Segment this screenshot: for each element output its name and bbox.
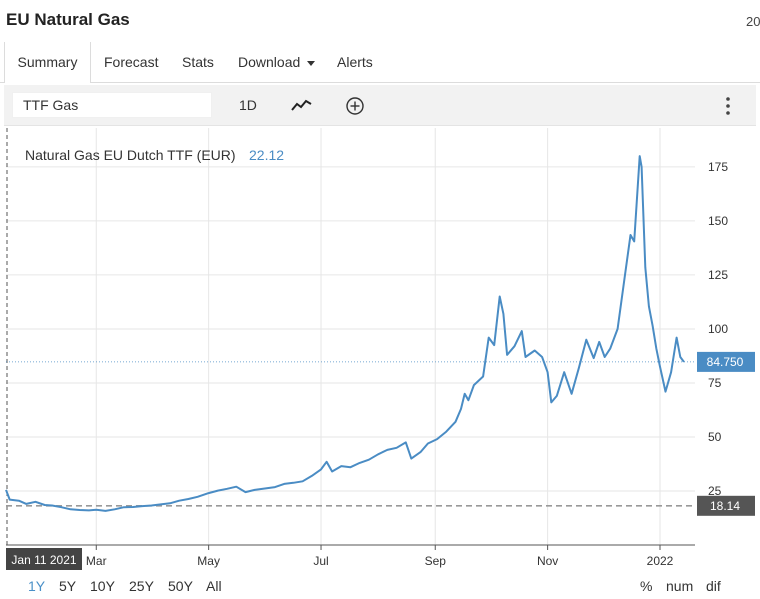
tab-alerts[interactable]: Alerts <box>337 54 373 70</box>
mode-num[interactable]: num <box>666 578 694 594</box>
chart-area: Mar May Jul Sep Nov 2022 25 50 75 100 125 150 175 N… <box>0 126 760 599</box>
y-tick-label: 75 <box>708 376 722 390</box>
grid-layer <box>6 128 695 550</box>
legend-series-value: 22.12 <box>249 147 284 163</box>
x-tick-label: Jul <box>313 554 328 568</box>
start-date-badge-bg <box>6 548 82 570</box>
page-title: EU Natural Gas <box>6 10 130 29</box>
tab-forecast[interactable]: Forecast <box>104 54 159 70</box>
symbol-input[interactable]: TTF Gas <box>12 92 212 118</box>
range-bar: 1Y 5Y 10Y 25Y 50Y All % num dif <box>0 572 760 599</box>
series-line-natural-gas <box>5 155 685 512</box>
y-tick-label: 50 <box>708 430 722 444</box>
y-tick-label: 150 <box>708 214 728 228</box>
tab-bar: Summary Forecast Stats Download Alerts <box>0 42 760 83</box>
plus-circle-icon[interactable] <box>345 96 365 116</box>
tab-download[interactable]: Download <box>238 42 316 82</box>
range-5y[interactable]: 5Y <box>59 578 77 594</box>
range-50y[interactable]: 50Y <box>168 578 193 594</box>
tab-download-label: Download <box>238 54 301 70</box>
header: EU Natural Gas 20 <box>0 0 760 43</box>
x-tick-label: 2022 <box>647 554 674 568</box>
tab-summary[interactable]: Summary <box>4 42 91 83</box>
mode-percent[interactable]: % <box>640 578 653 594</box>
start-value-label: 18.14 <box>710 499 740 513</box>
start-value-badge-bg <box>697 495 755 516</box>
period-selector[interactable]: 1D <box>239 97 257 113</box>
price-chart[interactable]: Mar May Jul Sep Nov 2022 25 50 75 100 125 150 175 N… <box>0 126 760 572</box>
range-all[interactable]: All <box>206 578 222 594</box>
header-corner-text: 20 <box>746 14 760 29</box>
chevron-down-icon <box>307 60 316 66</box>
y-tick-label: 175 <box>708 160 728 174</box>
x-tick-label: Mar <box>86 554 107 568</box>
current-value-badge: 84.750 <box>697 351 755 372</box>
y-tick-label: 125 <box>708 268 728 282</box>
start-date-badge: Jan 11 2021 <box>6 548 82 570</box>
start-date-label: Jan 11 2021 <box>11 553 76 567</box>
x-tick-labels: Mar May Jul Sep Nov 2022 <box>86 554 674 568</box>
current-value-badge-bg <box>697 351 755 372</box>
vertical-dots-icon[interactable] <box>724 96 732 116</box>
chart-legend: Natural Gas EU Dutch TTF (EUR) 22.12 <box>25 147 284 163</box>
x-tick-label: Sep <box>425 554 447 568</box>
range-10y[interactable]: 10Y <box>90 578 115 594</box>
y-tick-label: 100 <box>708 322 728 336</box>
range-25y[interactable]: 25Y <box>129 578 154 594</box>
y-tick-label: 25 <box>708 484 722 498</box>
y-tick-labels: 25 50 75 100 125 150 175 <box>708 160 728 498</box>
line-chart-icon[interactable] <box>291 97 313 113</box>
start-value-badge: 18.14 <box>697 495 755 516</box>
chart-toolbar: TTF Gas 1D <box>4 85 756 126</box>
current-value-label: 84.750 <box>707 355 744 369</box>
x-tick-label: May <box>197 554 220 568</box>
mode-dif[interactable]: dif <box>706 578 721 594</box>
range-1y[interactable]: 1Y <box>28 578 46 594</box>
legend-series-name: Natural Gas EU Dutch TTF (EUR) <box>25 147 236 163</box>
x-tick-label: Nov <box>537 554 558 568</box>
tab-stats[interactable]: Stats <box>182 54 214 70</box>
